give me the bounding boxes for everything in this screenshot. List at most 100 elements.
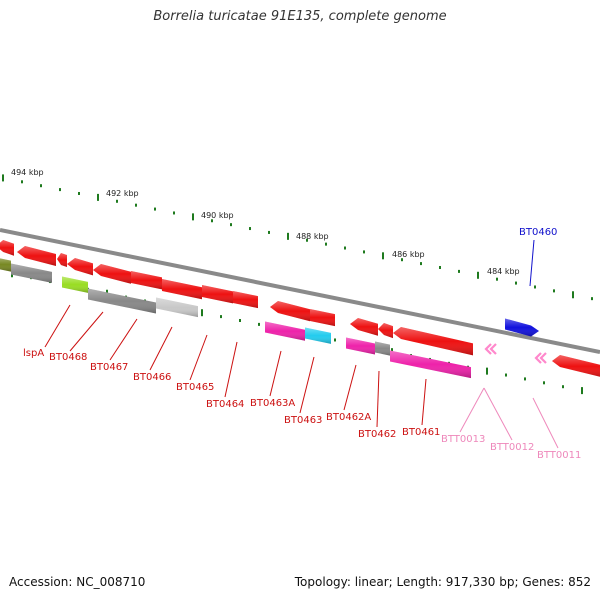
ruler-tick: [553, 289, 555, 293]
ruler-tick: [401, 258, 403, 262]
gene-arrow-shade: [156, 297, 198, 318]
ruler-tick: [505, 373, 507, 377]
ruler-tick: [325, 242, 327, 246]
gene-arrow-shade: [17, 246, 56, 266]
gene-leader-line: [69, 311, 104, 352]
gene-arrow-shade: [310, 309, 335, 327]
ruler-labels: 494 kbp 492 kbp 490 kbp 488 kbp 486 kbp 484 k…: [11, 168, 520, 276]
ruler-tick: [249, 227, 251, 231]
accession-text: Accession: NC_008710: [9, 575, 146, 589]
gene-label: BTT0013: [441, 434, 485, 445]
gene-leader-line: [529, 239, 535, 287]
gene-leader-line: [189, 334, 208, 381]
ruler-tick: [306, 238, 308, 242]
gene-arrow-shade: [67, 258, 93, 276]
gene-arrow-shade: [202, 285, 233, 304]
gene-arrow-shade: [11, 263, 52, 283]
ruler-tick: [562, 385, 564, 389]
genome-summary-text: Topology: linear; Length: 917,330 bp; Ge…: [294, 575, 591, 589]
ruler-tick: [334, 338, 336, 342]
ruler-tick: [21, 180, 23, 184]
gene-arrow-shade: [350, 318, 378, 336]
gene-arrow-shade: [233, 291, 258, 309]
gene-label: BT0460: [519, 227, 557, 238]
ruler-tick: [230, 223, 232, 227]
gene-label: BT0467: [90, 362, 128, 373]
ruler-tick: [135, 203, 137, 207]
gene-label: BT0466: [133, 372, 171, 383]
gene-leader-line: [224, 341, 238, 398]
trna-chevron: [484, 343, 492, 355]
gene-arrow-shade: [131, 271, 162, 290]
trna-chevron: [539, 352, 547, 364]
ruler-tick: [97, 193, 99, 201]
gene-label: BTT0011: [537, 450, 581, 461]
gene-label: BTT0012: [490, 442, 534, 453]
gene-leader-line: [109, 318, 138, 361]
gene-label: BT0462A: [326, 412, 371, 423]
gene-label: BT0463A: [250, 398, 295, 409]
ruler-tick: [420, 262, 422, 266]
gene-label: BT0468: [49, 352, 87, 363]
ruler-tick: [201, 309, 203, 317]
gene-arrow-shade: [505, 318, 539, 337]
gene-leader-line: [483, 387, 513, 441]
gene-arrow-shade: [390, 350, 471, 379]
gene-arrow-shade: [305, 327, 331, 344]
ruler-tick: [591, 297, 593, 301]
ruler-tick: [344, 246, 346, 250]
gene-arrow-shade: [93, 264, 131, 284]
ruler-label: 488 kbp: [296, 232, 329, 241]
gene-leader-line: [376, 370, 380, 428]
ruler-tick: [268, 230, 270, 234]
ruler-label: 494 kbp: [11, 168, 44, 177]
ruler-tick: [154, 207, 156, 211]
genome-backbone: [0, 228, 600, 354]
gene-leader-line: [459, 387, 485, 433]
ruler-tick: [382, 252, 384, 260]
gene-leader-line: [532, 397, 559, 449]
ruler-label: 490 kbp: [201, 211, 234, 220]
ruler-tick: [543, 381, 545, 385]
gene-arrow-shade: [57, 253, 67, 268]
gene-label: BT0464: [206, 399, 244, 410]
gene-label: BT0463: [284, 415, 322, 426]
gene-arrow-shade: [393, 327, 473, 356]
gene-arrow-shade: [270, 301, 310, 322]
gene-arrow-shade: [162, 279, 202, 300]
gene-arrow-shade: [88, 288, 156, 314]
ruler-tick: [192, 213, 194, 221]
ruler-tick: [572, 291, 574, 299]
gene-label: BT0465: [176, 382, 214, 393]
gene-arrow-shade: [0, 258, 11, 272]
gene-label: lspA: [23, 348, 44, 359]
ruler-tick: [534, 285, 536, 289]
gene-arrow-shade: [378, 323, 393, 339]
gene-label: BT0461: [402, 427, 440, 438]
gene-leader-line: [44, 304, 71, 348]
ruler-tick: [458, 269, 460, 273]
gene-arrow-shade: [552, 355, 600, 377]
ruler-tick: [2, 174, 4, 182]
ruler-tick: [515, 281, 517, 285]
ruler-tick: [496, 277, 498, 281]
ruler-tick: [287, 232, 289, 240]
ruler-tick: [363, 250, 365, 254]
gene-arrow-shade: [375, 341, 390, 356]
gene-leader-lines: [44, 239, 559, 449]
ruler-tick: [239, 318, 241, 322]
ruler-tick: [220, 315, 222, 319]
ruler-label: 492 kbp: [106, 189, 139, 198]
ruler-label: 484 kbp: [487, 267, 520, 276]
ruler-label: 486 kbp: [392, 250, 425, 259]
gene-leader-line: [269, 350, 282, 397]
gene-leader-line: [421, 378, 427, 426]
ruler-tick: [78, 191, 80, 195]
ruler-tick: [486, 367, 488, 375]
ruler-tick: [439, 265, 441, 269]
ruler-tick: [258, 322, 260, 326]
ruler-tick: [477, 271, 479, 279]
ruler-tick: [524, 377, 526, 381]
